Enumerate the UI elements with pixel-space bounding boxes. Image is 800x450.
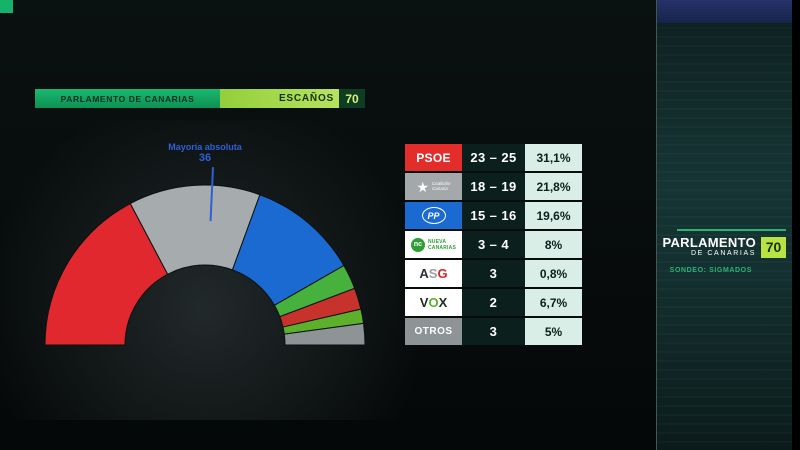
seats-range-cell: 2 bbox=[462, 289, 525, 316]
cc-logo: ★ Coalición Canaria bbox=[405, 173, 462, 200]
percent-cell: 8% bbox=[525, 231, 582, 258]
pp-logo: PP bbox=[405, 202, 462, 229]
sidebar-titles: PARLAMENTO DE CANARIAS bbox=[662, 236, 756, 258]
sidebar-subtitle: DE CANARIAS bbox=[690, 249, 756, 257]
side-strip-texture bbox=[657, 0, 792, 450]
side-strip-separator bbox=[656, 0, 657, 450]
cc-star-icon: ★ bbox=[416, 178, 430, 195]
majority-marker-line bbox=[209, 167, 214, 222]
majority-seats: 36 bbox=[198, 152, 212, 165]
table-row-psoe: PSOE 23 – 25 31,1% bbox=[405, 144, 582, 171]
seats-range-cell: 3 bbox=[462, 318, 525, 345]
seats-range-cell: 18 – 19 bbox=[462, 173, 525, 200]
hemicycle-segment-psoe bbox=[44, 202, 169, 346]
hemicycle-wrap bbox=[20, 140, 400, 352]
seats-range-cell: 3 – 4 bbox=[462, 231, 525, 258]
header-seats-label: ESCAÑOS bbox=[278, 93, 334, 104]
header-seats-section: ESCAÑOS 70 bbox=[220, 89, 365, 108]
sidebar-title: PARLAMENTO bbox=[662, 235, 756, 250]
nc-circle-icon: nc bbox=[411, 237, 425, 252]
nc-logo-text: NUEVA CANARIAS bbox=[428, 238, 456, 251]
sidebar-accent-rule bbox=[677, 229, 786, 231]
percent-cell: 6,7% bbox=[525, 289, 582, 316]
sidebar-title-row: PARLAMENTO DE CANARIAS 70 bbox=[657, 236, 786, 258]
results-table: PSOE 23 – 25 31,1% ★ Coalición Canaria 1… bbox=[405, 144, 582, 347]
header-region-label: PARLAMENTO DE CANARIAS bbox=[35, 89, 220, 108]
sidebar-source: SONDEO: SIGMADOS bbox=[669, 267, 752, 275]
hemicycle-chart bbox=[44, 167, 366, 346]
percent-cell: 31,1% bbox=[525, 144, 582, 171]
majority-text: Mayoría absoluta bbox=[168, 142, 242, 152]
percent-cell: 19,6% bbox=[525, 202, 582, 229]
table-row-cc: ★ Coalición Canaria 18 – 19 21,8% bbox=[405, 173, 582, 200]
table-row-nc: nc NUEVA CANARIAS 3 – 4 8% bbox=[405, 231, 582, 258]
side-strip-top-bar bbox=[657, 0, 792, 23]
seats-range-cell: 23 – 25 bbox=[462, 144, 525, 171]
corner-accent-square bbox=[0, 0, 13, 13]
percent-cell: 0,8% bbox=[525, 260, 582, 287]
pp-roundel-icon: PP bbox=[421, 207, 446, 224]
table-row-otros: OTROS 3 5% bbox=[405, 318, 582, 345]
side-strip bbox=[657, 0, 792, 450]
percent-cell: 5% bbox=[525, 318, 582, 345]
seats-range-cell: 3 bbox=[462, 260, 525, 287]
majority-label: Mayoría absoluta 36 bbox=[115, 142, 295, 165]
header-bar: PARLAMENTO DE CANARIAS ESCAÑOS 70 bbox=[35, 89, 365, 108]
seats-range-cell: 15 – 16 bbox=[462, 202, 525, 229]
nc-logo: nc NUEVA CANARIAS bbox=[405, 231, 462, 258]
hemicycle-segment-otros bbox=[283, 322, 366, 346]
psoe-logo: PSOE bbox=[405, 144, 462, 171]
header-seats-badge: 70 bbox=[339, 89, 365, 108]
right-edge-column bbox=[792, 0, 800, 450]
otros-label: OTROS bbox=[405, 318, 462, 345]
cc-logo-text: Coalición Canaria bbox=[432, 180, 451, 191]
table-row-pp: PP 15 – 16 19,6% bbox=[405, 202, 582, 229]
percent-cell: 21,8% bbox=[525, 173, 582, 200]
sidebar-seats-badge: 70 bbox=[761, 236, 786, 258]
sidebar-summary: PARLAMENTO DE CANARIAS 70 SONDEO: SIGMAD… bbox=[657, 229, 792, 274]
